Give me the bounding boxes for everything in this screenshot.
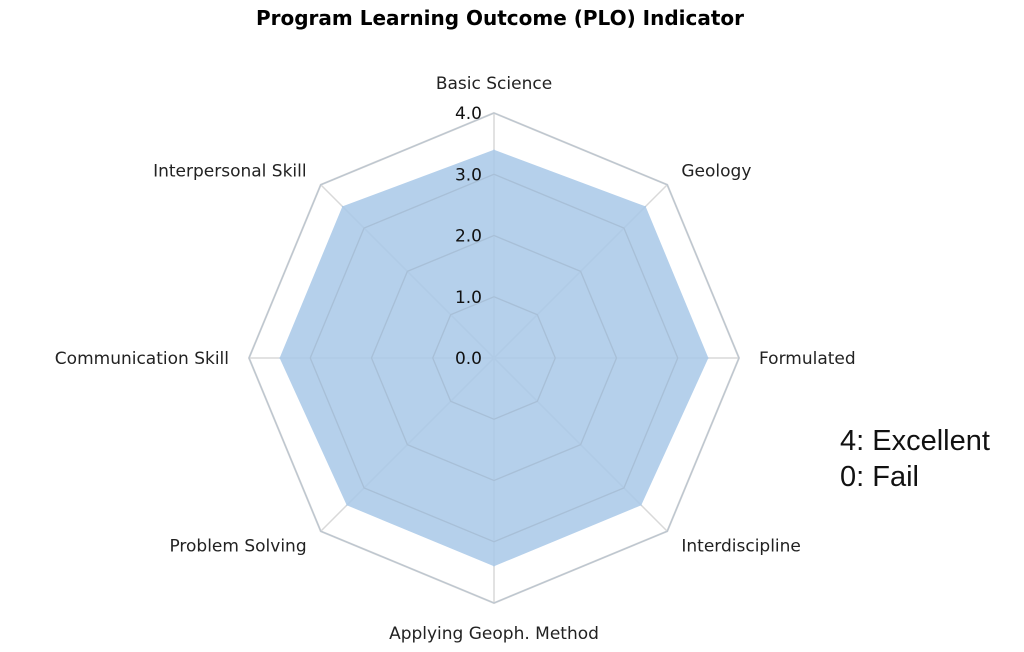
data-point-7 xyxy=(279,357,281,359)
legend-note-excellent: 4: Excellent xyxy=(840,425,990,457)
tick-label-4: 4.0 xyxy=(455,104,482,124)
category-label-7: Communication Skill xyxy=(55,349,229,369)
tick-label-2: 2.0 xyxy=(455,227,482,247)
legend-note: 4: Excellent 0: Fail xyxy=(840,423,990,495)
tick-layer: 0.0 1.0 2.0 3.0 4.0 xyxy=(455,104,482,369)
data-point-1 xyxy=(493,149,495,151)
data-point-6 xyxy=(346,504,348,506)
data-point-8 xyxy=(341,205,343,207)
data-point-2 xyxy=(645,205,647,207)
data-layer xyxy=(248,112,740,604)
grid-ring-overlay-2 xyxy=(370,234,618,482)
tick-label-0: 0.0 xyxy=(455,349,482,369)
data-point-5 xyxy=(493,565,495,567)
grid-ring-overlay-4 xyxy=(248,112,740,604)
category-label-5: Applying Geoph. Method xyxy=(389,624,599,644)
category-label-2: Geology xyxy=(681,162,751,182)
legend-note-fail: 0: Fail xyxy=(840,461,919,493)
category-label-6: Problem Solving xyxy=(169,536,306,556)
chart-title: Program Learning Outcome (PLO) Indicator xyxy=(255,6,745,30)
category-label-3: Formulated xyxy=(759,349,856,369)
grid-ring-overlay-3 xyxy=(309,173,679,543)
label-layer: Basic Science Geology Formulated Interdisci… xyxy=(55,74,856,644)
data-point-3 xyxy=(707,357,709,359)
category-label-1: Basic Science xyxy=(436,74,552,94)
data-point-4 xyxy=(640,504,642,506)
tick-label-1: 1.0 xyxy=(455,288,482,308)
data-area xyxy=(279,149,709,567)
grid-ring-overlay-1 xyxy=(432,296,556,420)
tick-label-3: 3.0 xyxy=(455,165,482,185)
category-label-8: Interpersonal Skill xyxy=(153,162,307,182)
category-label-4: Interdiscipline xyxy=(681,536,801,556)
